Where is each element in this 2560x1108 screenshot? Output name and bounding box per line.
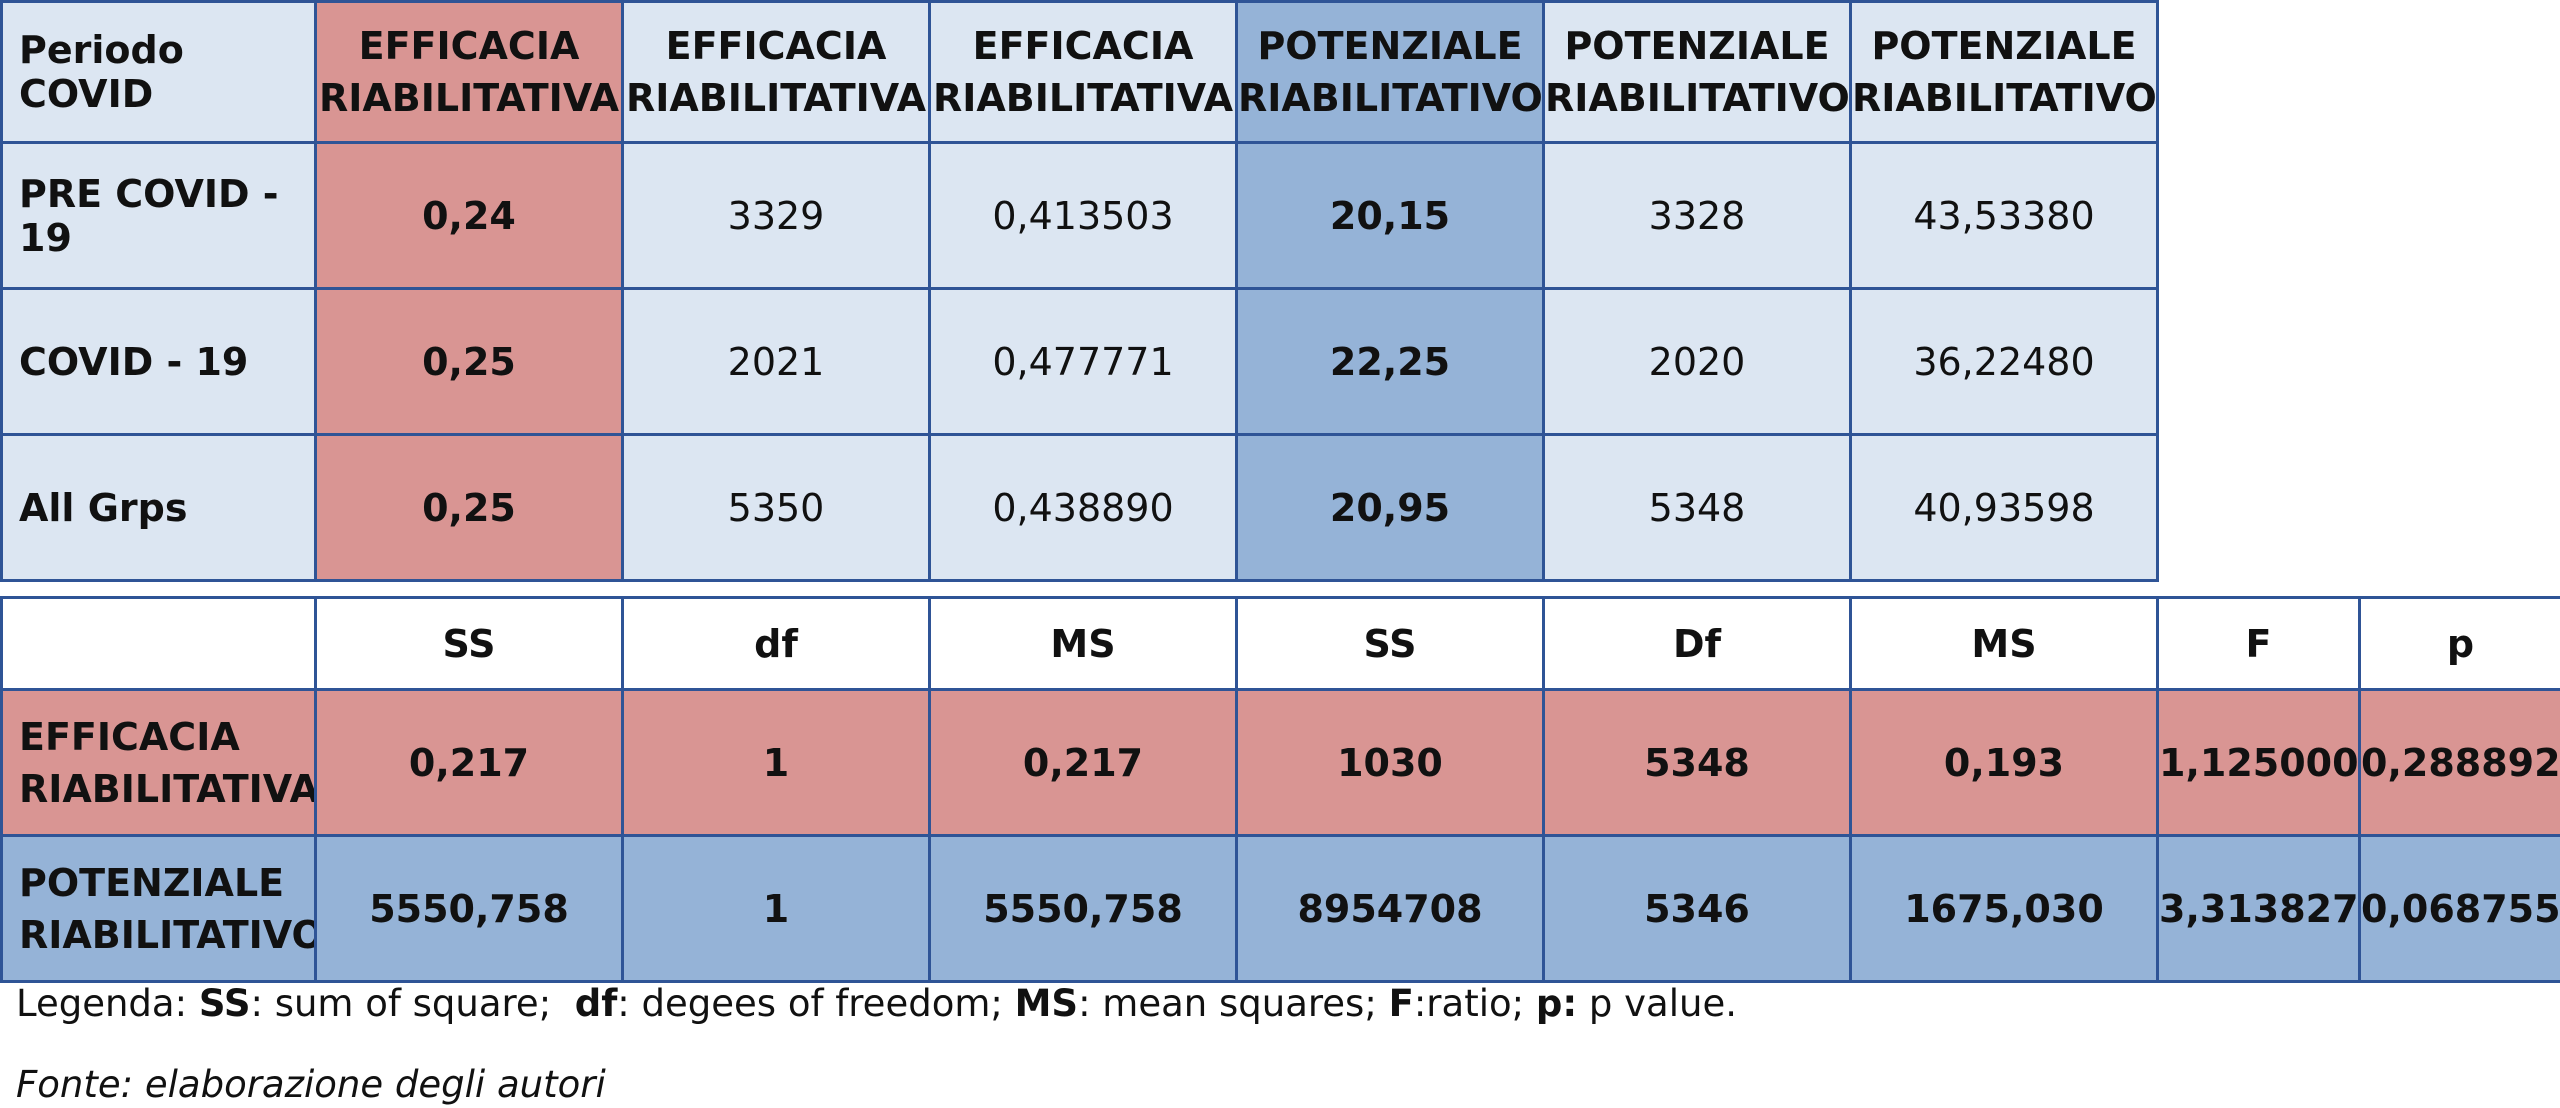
legend-ms-key: MS [1014,982,1079,1025]
table-cell: 0,477771 [928,287,1238,436]
legend-df-key: df [574,982,618,1025]
header-empty [0,596,317,691]
header-potenziale-riabilitativo: POTENZIALE RIABILITATIVO [1235,0,1545,144]
descriptive-stats-table: Periodo COVID EFFICACIA RIABILITATIVA EF… [0,0,2159,582]
header-ss: SS [1235,596,1545,691]
header-efficacia-riabilitativa: EFFICACIA RIABILITATIVA [928,0,1238,144]
header-ms: MS [928,596,1238,691]
table-row: EFFICACIA RIABILITATIVA 0,217 1 0,217 10… [0,688,2560,837]
table-cell: 5348 [1542,688,1852,837]
row-label: POTENZIALE RIABILITATIVO [0,834,317,983]
table-cell: 1,125000 [2156,688,2361,837]
table-cell: 1 [621,688,931,837]
table-cell: 5348 [1542,433,1852,582]
table-cell: 20,95 [1235,433,1545,582]
table-row: POTENZIALE RIABILITATIVO 5550,758 1 5550… [0,834,2560,983]
table-cell: 22,25 [1235,287,1545,436]
anova-table: SS df MS SS Df MS F p EFFICACIA RIABILIT… [0,596,2560,983]
table-row: COVID - 19 0,25 2021 0,477771 22,25 2020… [0,287,2159,436]
header-df: Df [1542,596,1852,691]
table-cell: 0,24 [314,141,624,290]
table-cell: 8954708 [1235,834,1545,983]
table-cell: 0,438890 [928,433,1238,582]
legend-ms-text: : mean squares; [1078,982,1389,1025]
table-cell: 1030 [1235,688,1545,837]
table-cell: 40,93598 [1849,433,2159,582]
table-cell: 0,193 [1849,688,2159,837]
table-cell: 5550,758 [928,834,1238,983]
table-cell: 36,22480 [1849,287,2159,436]
row-label: All Grps [0,433,317,582]
table-cell: 1675,030 [1849,834,2159,983]
table-cell: 1 [621,834,931,983]
table-cell: 20,15 [1235,141,1545,290]
source-note: Fonte: elaborazione degli autori [16,1063,606,1106]
table-cell: 0,25 [314,433,624,582]
header-ms: MS [1849,596,2159,691]
table-cell: 5550,758 [314,834,624,983]
header-potenziale-riabilitativo: POTENZIALE RIABILITATIVO [1849,0,2159,144]
legend-p-key: p: [1535,982,1578,1025]
table-cell: 43,53380 [1849,141,2159,290]
table-cell: 0,288892 [2358,688,2560,837]
table-cell: 5350 [621,433,931,582]
table-row: All Grps 0,25 5350 0,438890 20,95 5348 4… [0,433,2159,582]
legend-f-text: :ratio; [1413,982,1536,1025]
table-row: PRE COVID - 19 0,24 3329 0,413503 20,15 … [0,141,2159,290]
legend-f-key: F [1388,982,1414,1025]
row-label: COVID - 19 [0,287,317,436]
legend-df-text: : degees of freedom; [617,982,1015,1025]
table-cell: 5346 [1542,834,1852,983]
table-cell: 2020 [1542,287,1852,436]
table1-header-row: Periodo COVID EFFICACIA RIABILITATIVA EF… [0,0,2159,144]
row-label: PRE COVID - 19 [0,141,317,290]
table-cell: 0,217 [314,688,624,837]
header-potenziale-riabilitativo: POTENZIALE RIABILITATIVO [1542,0,1852,144]
table-cell: 0,413503 [928,141,1238,290]
legend-ss-key: SS [198,982,251,1025]
header-f: F [2156,596,2361,691]
table-cell: 3329 [621,141,931,290]
table2-header-row: SS df MS SS Df MS F p [0,596,2560,691]
legend-p-text: p value. [1577,982,1737,1025]
legend-prefix: Legenda: [16,982,199,1025]
table-cell: 0,25 [314,287,624,436]
legend-text: Legenda: SS: sum of square; df: degees o… [16,982,1737,1025]
row-label: EFFICACIA RIABILITATIVA [0,688,317,837]
header-efficacia-riabilitativa: EFFICACIA RIABILITATIVA [621,0,931,144]
table-cell: 3,313827 [2156,834,2361,983]
table-cell: 0,217 [928,688,1238,837]
header-ss: SS [314,596,624,691]
header-efficacia-riabilitativa: EFFICACIA RIABILITATIVA [314,0,624,144]
legend-ss-text: : sum of square; [250,982,575,1025]
header-df: df [621,596,931,691]
header-periodo-covid: Periodo COVID [0,0,317,144]
table-cell: 3328 [1542,141,1852,290]
header-p: p [2358,596,2560,691]
table-cell: 0,068755 [2358,834,2560,983]
table-cell: 2021 [621,287,931,436]
